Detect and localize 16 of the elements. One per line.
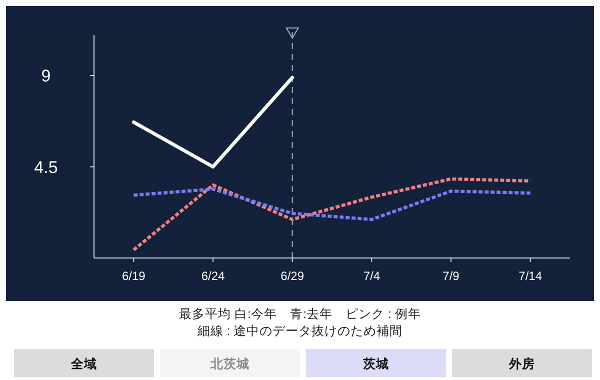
x-tick-label: 7/4 — [363, 269, 380, 283]
x-tick-label: 6/24 — [201, 269, 225, 283]
line-series — [132, 177, 532, 252]
y-tick-label: 4.5 — [34, 158, 58, 177]
y-tick-label: 9 — [41, 66, 51, 86]
x-tick-label: 6/29 — [280, 269, 304, 283]
text: 茨城 — [362, 357, 389, 371]
text: 細線 : 途中のデータ抜けのため補間 — [196, 324, 403, 338]
text: 最多平均 白:今年 青:去年 ピンク : 例年 — [179, 307, 421, 321]
text: 全域 — [70, 357, 97, 371]
x-tick-label: 7/9 — [442, 269, 460, 283]
x-tick-label: 7/14 — [518, 269, 542, 283]
line-series — [132, 187, 532, 222]
x-tick-label: 6/19 — [122, 269, 146, 283]
text: 北茨城 — [210, 357, 250, 371]
text: 外房 — [508, 356, 535, 371]
